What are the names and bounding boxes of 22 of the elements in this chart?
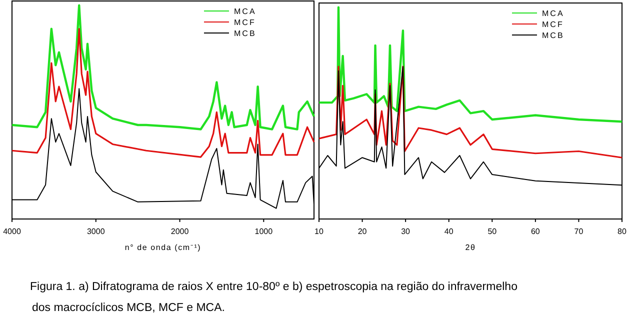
legend-label: MCA [234, 7, 256, 16]
x-tick-label: 80 [618, 227, 627, 236]
x-tick-label: 30 [401, 227, 411, 236]
legend-label: MCF [542, 20, 564, 29]
x-tick-label: 2000 [170, 227, 190, 236]
legend-label: MCA [542, 9, 564, 18]
x-tick-label: 20 [358, 227, 368, 236]
x-tick-label: 3000 [86, 227, 106, 236]
x-tick-label: 70 [574, 227, 584, 236]
x-tick-label: 10 [314, 227, 324, 236]
legend-label: MCB [542, 31, 564, 40]
x-tick-label: 1000 [254, 227, 274, 236]
x-tick-label: 50 [488, 227, 498, 236]
x-axis-title: n° de onda (cm⁻¹) [124, 243, 202, 252]
text: Figura 1. a) Difratograma de raios X entre 10-80º e b) espetroscopia na região do infravermelho [30, 281, 518, 293]
x-tick-label: 40 [444, 227, 454, 236]
legend-label: MCF [234, 18, 256, 27]
x-tick-label: 60 [530, 227, 540, 236]
x-axis-title: 2θ [465, 243, 476, 252]
text: dos macrocíclicos MCB, MCF e MCA. [32, 302, 225, 314]
legend-label: MCB [234, 29, 256, 38]
x-tick-label: 4000 [3, 227, 22, 236]
